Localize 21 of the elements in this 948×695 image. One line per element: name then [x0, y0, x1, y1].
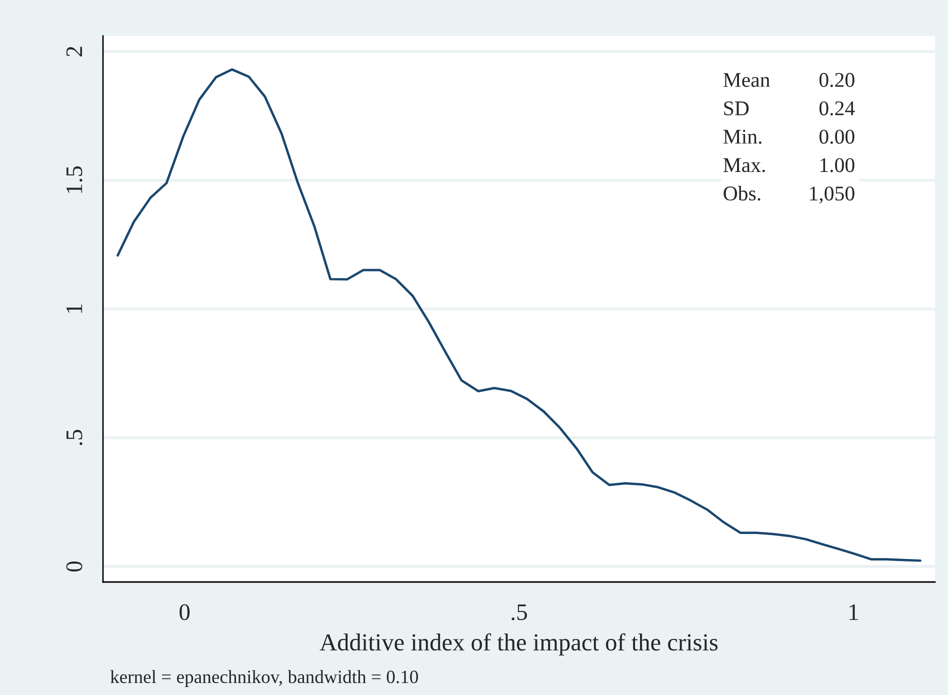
y-tick-label: 1 — [66, 304, 82, 313]
text: kernel = epanechnikov, bandwidth = 0.10 — [110, 670, 418, 687]
x-axis-title: Additive index of the impact of the crisis — [320, 633, 718, 656]
y-tick-label: 0 — [66, 562, 82, 572]
x-tick-label: 1 — [850, 604, 858, 620]
y-tick-label: 1.5 — [66, 166, 82, 193]
annotation: 1,050 — [810, 186, 854, 204]
annotation: 0.20 — [819, 72, 854, 88]
annotation: SD — [724, 101, 749, 116]
line-series — [116, 68, 922, 562]
annotation: 0.00 — [819, 130, 854, 144]
annotation: 0.24 — [819, 101, 855, 116]
x-tick-label: 0 — [180, 604, 190, 620]
annotation: Obs. — [724, 186, 760, 201]
annotation: Min. — [723, 130, 762, 144]
annotation: 1.00 — [820, 158, 854, 172]
y-tick-label: .5 — [66, 430, 82, 446]
annotation: Mean — [723, 73, 770, 87]
annotation: Max. — [723, 158, 765, 172]
x-tick-label: .5 — [512, 604, 527, 620]
y-tick-label: 2 — [66, 46, 82, 56]
